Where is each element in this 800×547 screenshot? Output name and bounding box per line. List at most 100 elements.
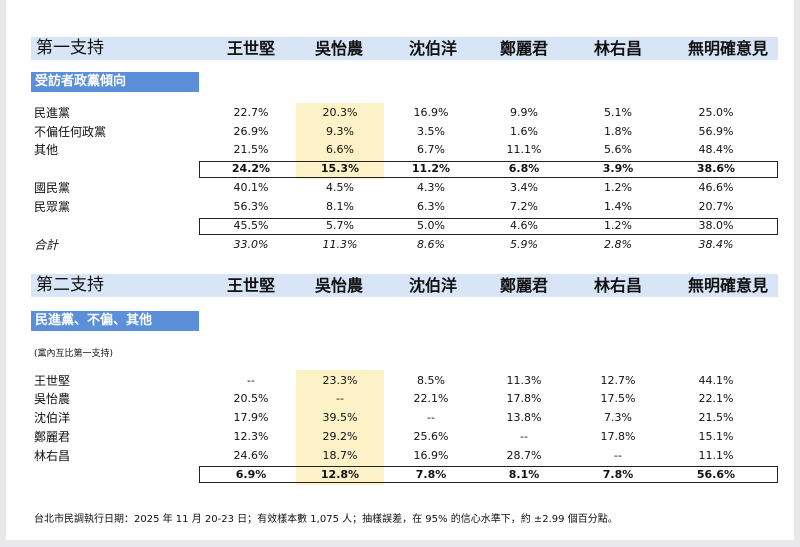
table-cell: 12.8% <box>320 468 360 481</box>
subtotal-box <box>199 218 778 235</box>
table-cell: 5.1% <box>604 106 632 119</box>
table-row: 其他 21.5% 6.6% 6.7% 11.1% 5.6% 48.4% <box>6 141 794 159</box>
table-cell: 22.1% <box>698 392 734 405</box>
table-row: 沈伯洋 17.9% 39.5% -- 13.8% 7.3% 21.5% <box>6 409 794 427</box>
table-cell: 25.0% <box>698 106 734 119</box>
table-cell: 21.5% <box>698 411 734 424</box>
table-cell: 1.8% <box>604 125 632 138</box>
table-row: 6.9% 12.8% 7.8% 8.1% 7.8% 56.6% <box>6 466 794 484</box>
table-cell: 17.5% <box>600 392 636 405</box>
table-cell: 46.6% <box>698 181 734 194</box>
table-cell: 11.1% <box>506 143 542 156</box>
table-cell: 18.7% <box>322 449 358 462</box>
table-cell: 48.4% <box>698 143 734 156</box>
table-cell: 20.5% <box>233 392 269 405</box>
table-cell: 21.5% <box>233 143 269 156</box>
table-row: 不偏任何政黨 26.9% 9.3% 3.5% 1.6% 1.8% 56.9% <box>6 123 794 141</box>
table-cell: 12.3% <box>233 430 269 443</box>
table-cell: 2.8% <box>604 238 632 251</box>
table-cell: -- <box>427 411 435 424</box>
row-label: 民進黨 <box>34 106 71 120</box>
table-cell: 4.6% <box>510 219 538 232</box>
table-cell: 8.1% <box>326 200 354 213</box>
table-row: 吳怡農 20.5% -- 22.1% 17.8% 17.5% 22.1% <box>6 390 794 408</box>
table-cell: 7.8% <box>602 468 634 481</box>
table-cell: 12.7% <box>600 374 636 387</box>
highlight-column <box>296 370 384 485</box>
column-header: 王世堅 <box>226 39 275 58</box>
poll-document: 第一支持 王世堅 吳怡農 沈伯洋 鄭麗君 林右昌 無明確意見 受訪者政黨傾向 民進黨 22.… <box>6 0 794 540</box>
table2-title: 第二支持 <box>36 275 104 295</box>
table-cell: 25.6% <box>413 430 449 443</box>
table-row: 45.5% 5.7% 5.0% 4.6% 1.2% 38.0% <box>6 217 794 235</box>
column-header: 鄭麗君 <box>499 276 548 295</box>
table-cell: 13.8% <box>506 411 542 424</box>
table-cell: 8.6% <box>417 238 445 251</box>
table-cell: 11.3% <box>506 374 542 387</box>
table-cell: 56.9% <box>698 125 734 138</box>
table-cell: 3.9% <box>602 162 634 175</box>
column-header: 王世堅 <box>226 276 275 295</box>
table-cell: 6.6% <box>326 143 354 156</box>
table-row: 王世堅 -- 23.3% 8.5% 11.3% 12.7% 44.1% <box>6 372 794 390</box>
table-cell: 16.9% <box>413 449 449 462</box>
table-cell: 15.1% <box>698 430 734 443</box>
table-cell: 11.3% <box>322 238 358 251</box>
table-cell: 3.5% <box>417 125 445 138</box>
table-cell: 22.1% <box>413 392 449 405</box>
table-cell: 8.1% <box>508 468 540 481</box>
table-cell: 5.6% <box>604 143 632 156</box>
table-cell: 20.3% <box>322 106 358 119</box>
row-label: 沈伯洋 <box>34 411 71 425</box>
column-header: 吳怡農 <box>314 276 363 295</box>
table-cell: 4.5% <box>326 181 354 194</box>
table-cell: 9.3% <box>326 125 354 138</box>
column-header: 鄭麗君 <box>499 39 548 58</box>
column-header: 吳怡農 <box>314 39 363 58</box>
table-cell: 33.0% <box>233 238 269 251</box>
table1-header-band <box>31 37 778 60</box>
table-cell: 6.8% <box>508 162 540 175</box>
table-cell: 20.7% <box>698 200 734 213</box>
column-header: 無明確意見 <box>687 276 768 295</box>
table-cell: 8.5% <box>417 374 445 387</box>
table-cell: 24.6% <box>233 449 269 462</box>
table-cell: -- <box>247 374 255 387</box>
table-cell: 39.5% <box>322 411 358 424</box>
table-row: 民進黨 22.7% 20.3% 16.9% 9.9% 5.1% 25.0% <box>6 104 794 122</box>
table-cell: 23.3% <box>322 374 358 387</box>
table-row: 合計 33.0% 11.3% 8.6% 5.9% 2.8% 38.4% <box>6 236 794 254</box>
subtotal-box <box>199 161 778 178</box>
table-cell: 1.2% <box>604 181 632 194</box>
table-row: 鄭麗君 12.3% 29.2% 25.6% -- 17.8% 15.1% <box>6 428 794 446</box>
table-cell: 5.0% <box>417 219 445 232</box>
table-cell: 11.1% <box>698 449 734 462</box>
row-label: 吳怡農 <box>34 392 71 406</box>
table-row: 24.2% 15.3% 11.2% 6.8% 3.9% 38.6% <box>6 160 794 178</box>
table-cell: 17.8% <box>600 430 636 443</box>
table-cell: 5.7% <box>326 219 354 232</box>
row-label: 合計 <box>34 238 59 252</box>
table-cell: 17.8% <box>506 392 542 405</box>
table-cell: 11.2% <box>411 162 451 175</box>
table-cell: 40.1% <box>233 181 269 194</box>
table-cell: 56.3% <box>233 200 269 213</box>
table-cell: 16.9% <box>413 106 449 119</box>
column-header: 沈伯洋 <box>408 276 457 295</box>
total-box <box>199 466 778 483</box>
table-cell: 29.2% <box>322 430 358 443</box>
column-header: 林右昌 <box>593 276 642 295</box>
table-cell: 38.6% <box>696 162 736 175</box>
table-cell: 6.9% <box>235 468 267 481</box>
table-cell: -- <box>520 430 528 443</box>
table-cell: 6.7% <box>417 143 445 156</box>
table-cell: 7.2% <box>510 200 538 213</box>
table-cell: 1.2% <box>604 219 632 232</box>
table-cell: 22.7% <box>233 106 269 119</box>
table1-section-label: 受訪者政黨傾向 <box>31 72 199 92</box>
table-cell: 56.6% <box>696 468 736 481</box>
table-cell: 6.3% <box>417 200 445 213</box>
row-label: 王世堅 <box>34 374 71 388</box>
table-cell: 7.3% <box>604 411 632 424</box>
table-cell: 1.6% <box>510 125 538 138</box>
